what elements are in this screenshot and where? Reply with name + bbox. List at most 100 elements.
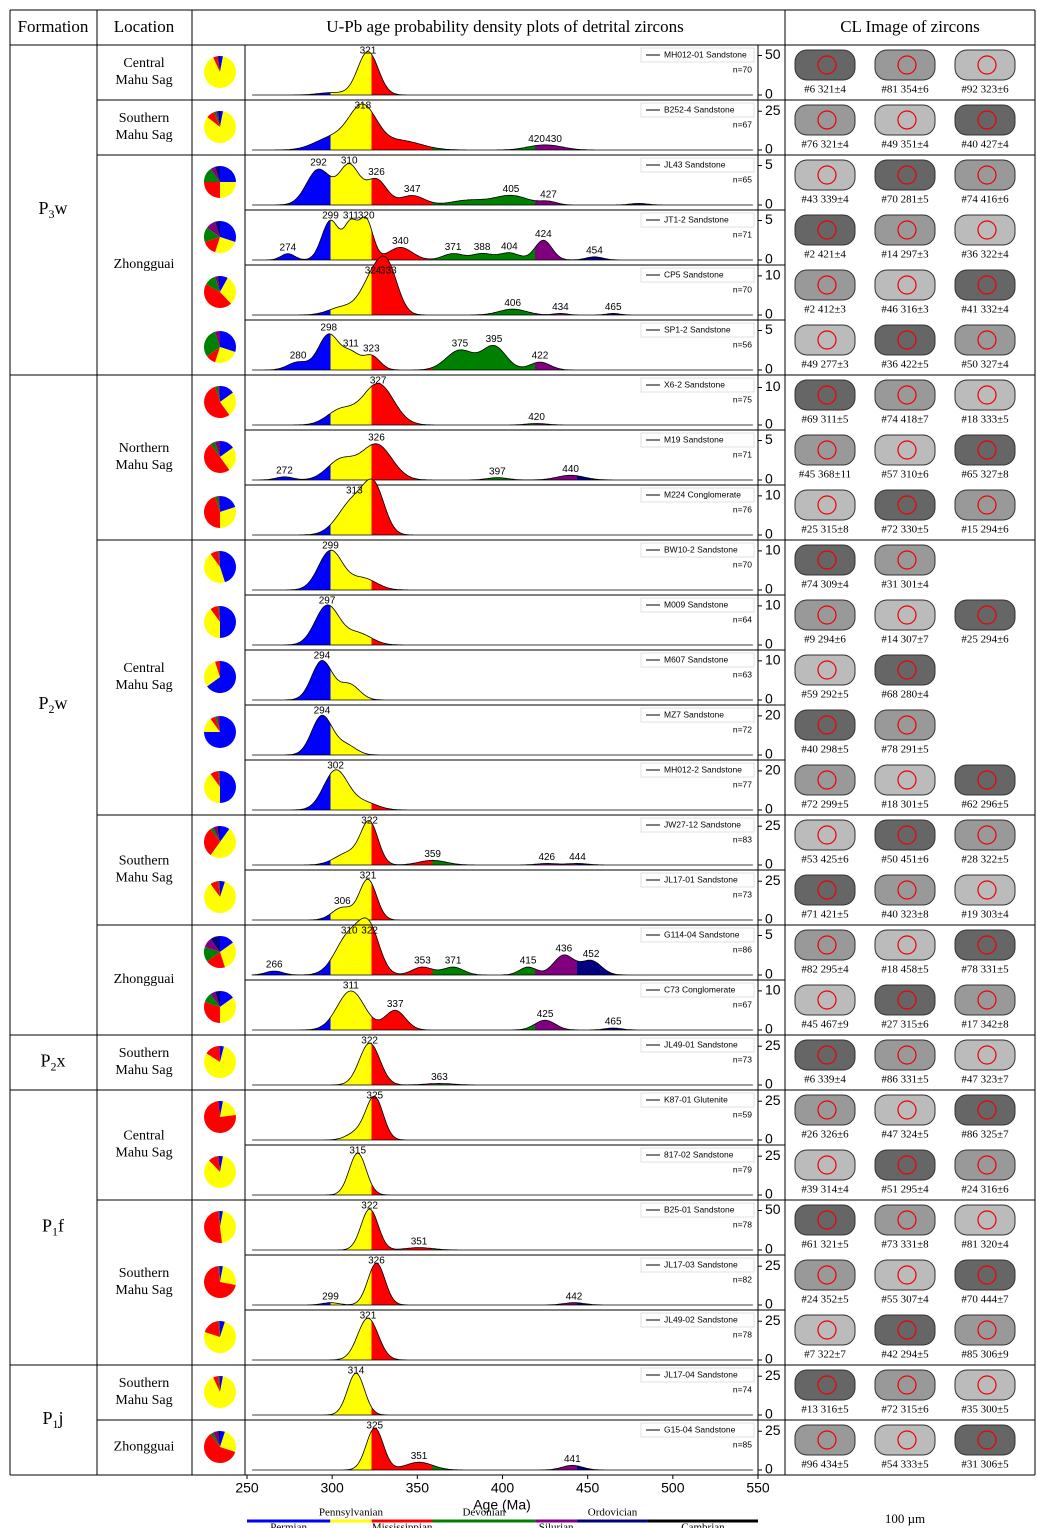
analysis-spot (897, 605, 917, 625)
pie-slice (210, 829, 236, 858)
sample-name: JT1-2 Sandstone (664, 214, 729, 224)
cl-caption: #86 325±7 (961, 1129, 1009, 1141)
y-tick-label: 0 (765, 1351, 773, 1367)
y-tick-label: 0 (765, 1076, 773, 1092)
pie-slice (218, 1376, 220, 1392)
peak-label: 404 (501, 241, 518, 252)
pie-slice (215, 991, 220, 1007)
analysis-spot (817, 550, 837, 570)
analysis-spot (977, 330, 997, 350)
cl-caption: #74 416±6 (961, 194, 1009, 206)
zircon-image (874, 654, 936, 686)
y-tick-label: 25 (765, 1312, 781, 1328)
formation-subscript: 2 (51, 1059, 57, 1073)
analysis-spot (817, 1265, 837, 1285)
cl-caption: #35 300±5 (961, 1404, 1009, 1416)
zircon-image (794, 489, 856, 521)
header-plots: U-Pb age probability density plots of de… (326, 17, 683, 36)
y-tick-label: 10 (765, 378, 781, 394)
sample-name: K87-01 Glutenite (664, 1094, 728, 1104)
location-label: Mahu Sag (115, 871, 172, 886)
x-tick-label: 350 (406, 1480, 430, 1496)
cl-caption: #70 444±7 (961, 1294, 1009, 1306)
formation-suffix: j (58, 1408, 64, 1428)
y-tick-label: 0 (765, 306, 773, 322)
location-label: Mahu Sag (115, 73, 172, 88)
cl-caption: #31 306±5 (961, 1459, 1009, 1471)
pie-slice (220, 942, 236, 968)
zircon-image (954, 269, 1016, 301)
pie-slice (220, 386, 233, 402)
sample-legend-box (640, 157, 755, 173)
sample-legend-box (640, 872, 755, 888)
location-label: Northern (119, 441, 170, 456)
cl-caption: #81 354±6 (881, 84, 929, 96)
formation-subscript: 3 (49, 207, 55, 221)
zircon-image (794, 874, 856, 906)
zircon-image (794, 1149, 856, 1181)
zircon-image (794, 159, 856, 191)
analysis-spot (977, 220, 997, 240)
location-label: Southern (119, 111, 170, 126)
cl-caption: #74 309±4 (801, 579, 849, 591)
location-label: Mahu Sag (115, 1283, 172, 1298)
peak-label: 315 (349, 1146, 366, 1157)
zircon-image (874, 379, 936, 411)
pie-slice (217, 276, 220, 292)
density-curve (252, 1208, 753, 1251)
cl-caption: #62 296±5 (961, 799, 1009, 811)
peak-label: 406 (504, 298, 521, 309)
period-label: Pennsylvanian (319, 1507, 384, 1519)
peak-label: 325 (366, 1091, 383, 1102)
pie-slice (217, 716, 220, 732)
cl-caption: #69 311±5 (802, 414, 849, 426)
analysis-spot (817, 385, 837, 405)
analysis-spot (817, 1375, 837, 1395)
pie-slice (220, 1266, 223, 1282)
cl-caption: #24 316±6 (961, 1184, 1009, 1196)
pie-slice (215, 111, 220, 127)
pie-slice (220, 826, 230, 842)
pie-slice (215, 276, 220, 292)
analysis-spot (977, 1265, 997, 1285)
sample-n: n=67 (733, 999, 752, 1009)
sample-n: n=56 (733, 339, 752, 349)
cl-caption: #36 422±5 (881, 359, 929, 371)
sample-legend-box (640, 762, 755, 778)
pie-slice (210, 166, 220, 182)
pie-slice (203, 774, 220, 803)
density-curve (252, 255, 753, 316)
peak-label: 320 (358, 211, 375, 222)
cl-caption: #46 316±3 (881, 304, 929, 316)
density-curve (252, 1152, 753, 1196)
pie-slice (204, 111, 236, 143)
analysis-spot (897, 385, 917, 405)
zircon-image (874, 159, 936, 191)
sample-legend-box (640, 927, 755, 943)
pie-slice (204, 661, 220, 687)
sample-n: n=67 (733, 119, 752, 129)
period-label: Mississippian (372, 1522, 433, 1528)
pie-slice (220, 277, 237, 304)
analysis-spot (977, 1210, 997, 1230)
peak-label: 274 (280, 242, 297, 253)
zircon-image (954, 49, 1016, 81)
density-curve (252, 1372, 753, 1416)
analysis-spot (897, 550, 917, 570)
y-tick-label: 10 (765, 267, 781, 283)
pie-slice (203, 496, 220, 528)
analysis-spot (897, 275, 917, 295)
peak-label: 452 (583, 949, 600, 960)
y-tick-label: 0 (765, 691, 773, 707)
sample-legend-box (640, 1422, 755, 1438)
zircon-image (954, 1039, 1016, 1071)
pie-slice (215, 716, 220, 732)
location-label: Central (123, 56, 164, 71)
pie-slice (220, 441, 233, 457)
zircon-image (874, 984, 936, 1016)
cl-caption: #65 327±8 (961, 469, 1009, 481)
sample-n: n=79 (733, 1164, 752, 1174)
pie-slice (204, 1321, 220, 1337)
zircon-image (954, 1314, 1016, 1346)
analysis-spot (897, 330, 917, 350)
